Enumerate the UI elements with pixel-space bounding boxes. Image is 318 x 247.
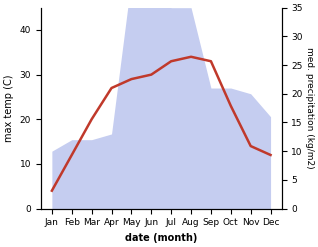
Y-axis label: max temp (C): max temp (C)	[4, 74, 14, 142]
Y-axis label: med. precipitation (kg/m2): med. precipitation (kg/m2)	[305, 47, 314, 169]
X-axis label: date (month): date (month)	[125, 233, 197, 243]
